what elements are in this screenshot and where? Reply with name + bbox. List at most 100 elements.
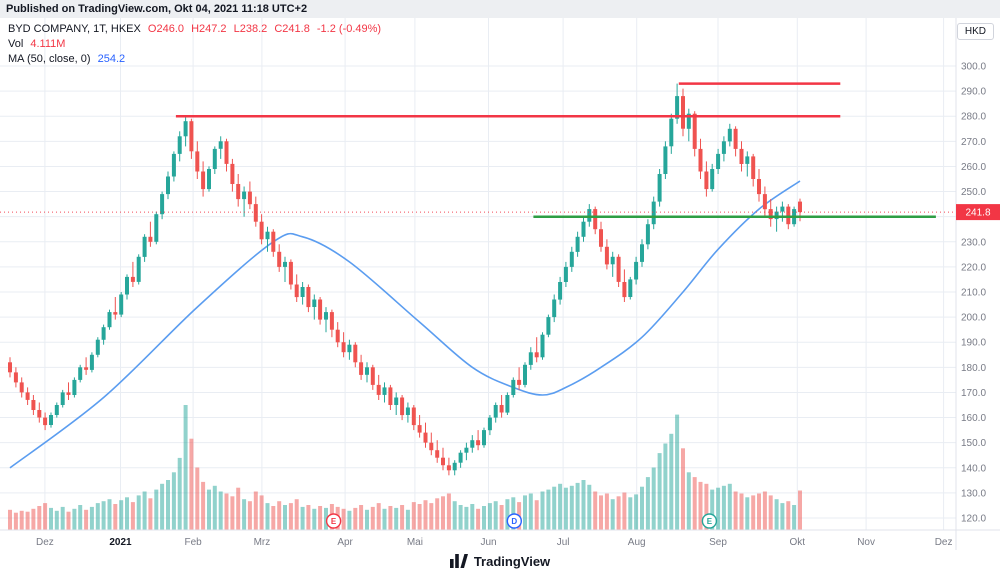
candle	[183, 121, 188, 137]
candle	[546, 317, 551, 335]
candle	[716, 153, 721, 169]
chart-area[interactable]: 300.0290.0280.0270.0260.0250.0240.0230.0…	[0, 18, 1000, 550]
symbol-title[interactable]: BYD COMPANY, 1T, HKEX	[8, 23, 141, 35]
candle	[154, 214, 159, 242]
candle	[452, 462, 457, 471]
volume-bar	[136, 495, 141, 530]
price-axis[interactable]: 300.0290.0280.0270.0260.0250.0240.0230.0…	[961, 62, 986, 525]
event-marker-icon[interactable]	[701, 513, 718, 529]
volume-bar	[160, 483, 165, 530]
tradingview-wordmark[interactable]: TradingView	[473, 553, 551, 569]
time-axis[interactable]: Dez 2021 Feb Mrz Apr Mai Jun Jul Aug Sep Okt Nov Dez	[36, 537, 952, 548]
volume-bar	[599, 495, 603, 530]
price-chart[interactable]: 300.0290.0280.0270.0260.0250.0240.0230.0…	[0, 18, 1000, 550]
volume-bar	[177, 457, 182, 530]
volume-bar	[616, 496, 621, 530]
volume-bar	[72, 508, 77, 530]
event-marker-icon[interactable]	[506, 513, 522, 529]
candle	[341, 342, 346, 353]
candle	[195, 151, 200, 172]
candle	[511, 379, 516, 395]
time-tick-label: Jun	[480, 537, 496, 548]
volume-bar	[365, 509, 369, 530]
volume-bar	[435, 498, 440, 530]
volume-bar	[78, 505, 83, 530]
volume-bar	[757, 493, 761, 530]
candles[interactable]	[8, 83, 802, 476]
time-tick-label: Jul	[557, 537, 570, 548]
volume-bar	[645, 477, 650, 530]
candle	[207, 169, 211, 190]
volume-bar	[657, 453, 662, 530]
candle	[692, 113, 697, 149]
candle	[288, 261, 293, 285]
candle	[645, 224, 650, 245]
candle	[236, 184, 241, 200]
volume-bar	[8, 509, 12, 530]
candle	[616, 256, 621, 282]
candle	[651, 201, 656, 225]
currency-toggle-button[interactable]: HKD	[956, 23, 994, 40]
price-tick-label: 260.0	[961, 162, 986, 173]
time-tick-label: Nov	[857, 537, 875, 548]
candle	[84, 367, 89, 370]
candle	[388, 387, 393, 405]
volume-bar	[692, 477, 697, 530]
publish-banner-text: Published on TradingView.com, Okt 04, 20…	[6, 3, 308, 15]
volume-bar	[587, 484, 592, 530]
volume-bar	[113, 504, 118, 530]
volume-bar	[569, 485, 574, 530]
event-marker-icon[interactable]	[325, 513, 342, 529]
volume-bar	[312, 508, 317, 530]
volume-bar	[370, 506, 375, 530]
candle	[405, 407, 410, 415]
volume-bar	[458, 505, 463, 530]
candle	[768, 209, 773, 220]
volume-bar	[523, 495, 527, 530]
volume-bar	[786, 501, 791, 530]
candle	[774, 211, 779, 220]
candle	[318, 299, 323, 320]
volume-bar	[189, 438, 194, 530]
tradingview-logo-icon	[449, 554, 468, 568]
volume-bar	[528, 493, 533, 530]
time-tick-label: Dez	[36, 537, 54, 548]
time-tick-label: 2021	[109, 537, 132, 548]
candle	[130, 276, 135, 282]
price-badge-bg	[956, 204, 1000, 221]
volume-bar	[130, 502, 135, 530]
price-tick-label: 120.0	[961, 514, 986, 525]
ma-value: 254.2	[97, 53, 126, 65]
price-tick-label: 270.0	[961, 137, 986, 148]
candle	[628, 279, 633, 297]
volume-bar	[546, 489, 551, 530]
volume-bar	[230, 496, 235, 530]
candle	[681, 96, 685, 129]
candle	[247, 191, 252, 205]
time-tick-label: Feb	[184, 537, 202, 548]
candle	[523, 364, 527, 385]
volume-bar	[768, 495, 773, 530]
candle	[634, 261, 639, 280]
candle	[37, 410, 42, 418]
volume-bar	[13, 512, 18, 530]
candle	[575, 236, 580, 252]
candle	[487, 417, 492, 431]
candle	[277, 251, 282, 267]
candle	[417, 425, 422, 433]
price-tick-label: 130.0	[961, 488, 986, 499]
volume-bar	[359, 505, 364, 530]
candle	[563, 266, 568, 282]
volume-bar	[294, 499, 299, 530]
candle	[107, 312, 112, 328]
volume-bar	[505, 499, 510, 530]
candle	[686, 113, 691, 129]
volume-bar	[347, 510, 352, 530]
volume-bar	[762, 491, 767, 530]
volume-bar	[575, 482, 580, 530]
volume-bar	[417, 504, 422, 530]
volume-bar	[640, 486, 644, 530]
candle	[780, 206, 785, 212]
candle	[160, 194, 165, 215]
